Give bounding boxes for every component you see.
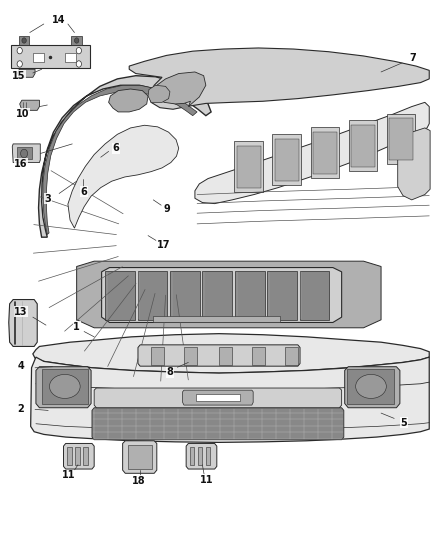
Text: 6: 6 [81, 187, 88, 197]
Polygon shape [347, 369, 394, 404]
Bar [67, 447, 72, 465]
Polygon shape [152, 72, 206, 107]
Polygon shape [129, 48, 429, 109]
Bar [190, 447, 194, 465]
Polygon shape [267, 271, 297, 320]
Polygon shape [68, 125, 179, 228]
Polygon shape [153, 316, 280, 322]
Polygon shape [123, 441, 157, 473]
Polygon shape [102, 268, 342, 322]
Bar [351, 125, 375, 167]
Text: 2: 2 [18, 405, 25, 414]
Circle shape [22, 38, 26, 43]
Polygon shape [12, 144, 40, 163]
Polygon shape [11, 45, 90, 68]
Text: 16: 16 [14, 159, 28, 168]
Bar [285, 347, 298, 365]
Bar [19, 36, 29, 45]
Polygon shape [39, 76, 211, 237]
Bar [198, 447, 202, 465]
Ellipse shape [356, 374, 386, 399]
Text: 17: 17 [157, 240, 170, 250]
Text: 6: 6 [113, 143, 120, 153]
Polygon shape [36, 367, 91, 408]
Bar [237, 146, 261, 188]
Bar [389, 118, 413, 160]
Bar [33, 53, 44, 62]
Polygon shape [31, 357, 429, 442]
Bar [313, 132, 337, 174]
Text: 4: 4 [18, 361, 25, 371]
Text: 14: 14 [53, 15, 66, 25]
Bar [252, 347, 265, 365]
Text: 3: 3 [45, 194, 52, 204]
Text: 8: 8 [166, 367, 173, 377]
Polygon shape [235, 271, 265, 320]
Polygon shape [43, 85, 197, 235]
Polygon shape [42, 369, 88, 404]
Polygon shape [109, 89, 148, 112]
Polygon shape [186, 443, 217, 469]
Text: 9: 9 [164, 205, 171, 214]
Text: 11: 11 [62, 471, 75, 480]
Polygon shape [398, 128, 430, 200]
Text: 5: 5 [400, 418, 407, 427]
Polygon shape [33, 334, 429, 373]
Polygon shape [9, 300, 37, 346]
Polygon shape [20, 100, 39, 110]
Polygon shape [77, 261, 381, 328]
Polygon shape [105, 271, 135, 320]
Bar [387, 114, 415, 164]
Polygon shape [17, 147, 32, 159]
Circle shape [17, 61, 22, 67]
Bar [71, 36, 82, 45]
Bar [184, 347, 197, 365]
Text: 11: 11 [200, 475, 213, 484]
Polygon shape [170, 271, 200, 320]
Polygon shape [128, 445, 152, 469]
Polygon shape [64, 443, 94, 469]
Bar [349, 120, 377, 171]
Bar [234, 141, 263, 192]
Text: 7: 7 [409, 53, 416, 62]
Polygon shape [183, 390, 253, 405]
Polygon shape [195, 102, 429, 204]
Bar [151, 347, 164, 365]
Polygon shape [138, 271, 167, 320]
Bar [311, 127, 339, 178]
Circle shape [21, 149, 28, 158]
Bar [275, 139, 299, 181]
Bar [83, 447, 88, 465]
Circle shape [76, 61, 81, 67]
Polygon shape [300, 271, 329, 320]
Bar [272, 134, 301, 185]
Polygon shape [148, 85, 170, 102]
Bar [206, 447, 210, 465]
Circle shape [17, 47, 22, 54]
Text: 10: 10 [16, 109, 29, 118]
Polygon shape [94, 388, 342, 408]
Text: 13: 13 [14, 307, 28, 317]
Text: 18: 18 [131, 476, 145, 486]
Text: 1: 1 [73, 322, 80, 332]
Text: 15: 15 [12, 71, 25, 80]
Bar [219, 347, 232, 365]
Bar [65, 53, 76, 62]
Bar [196, 394, 240, 401]
Circle shape [76, 47, 81, 54]
Ellipse shape [49, 374, 80, 399]
Polygon shape [345, 367, 400, 408]
Polygon shape [18, 69, 35, 77]
Polygon shape [92, 408, 344, 440]
Polygon shape [202, 271, 232, 320]
Bar [75, 447, 80, 465]
Polygon shape [138, 345, 300, 366]
Circle shape [74, 38, 79, 43]
